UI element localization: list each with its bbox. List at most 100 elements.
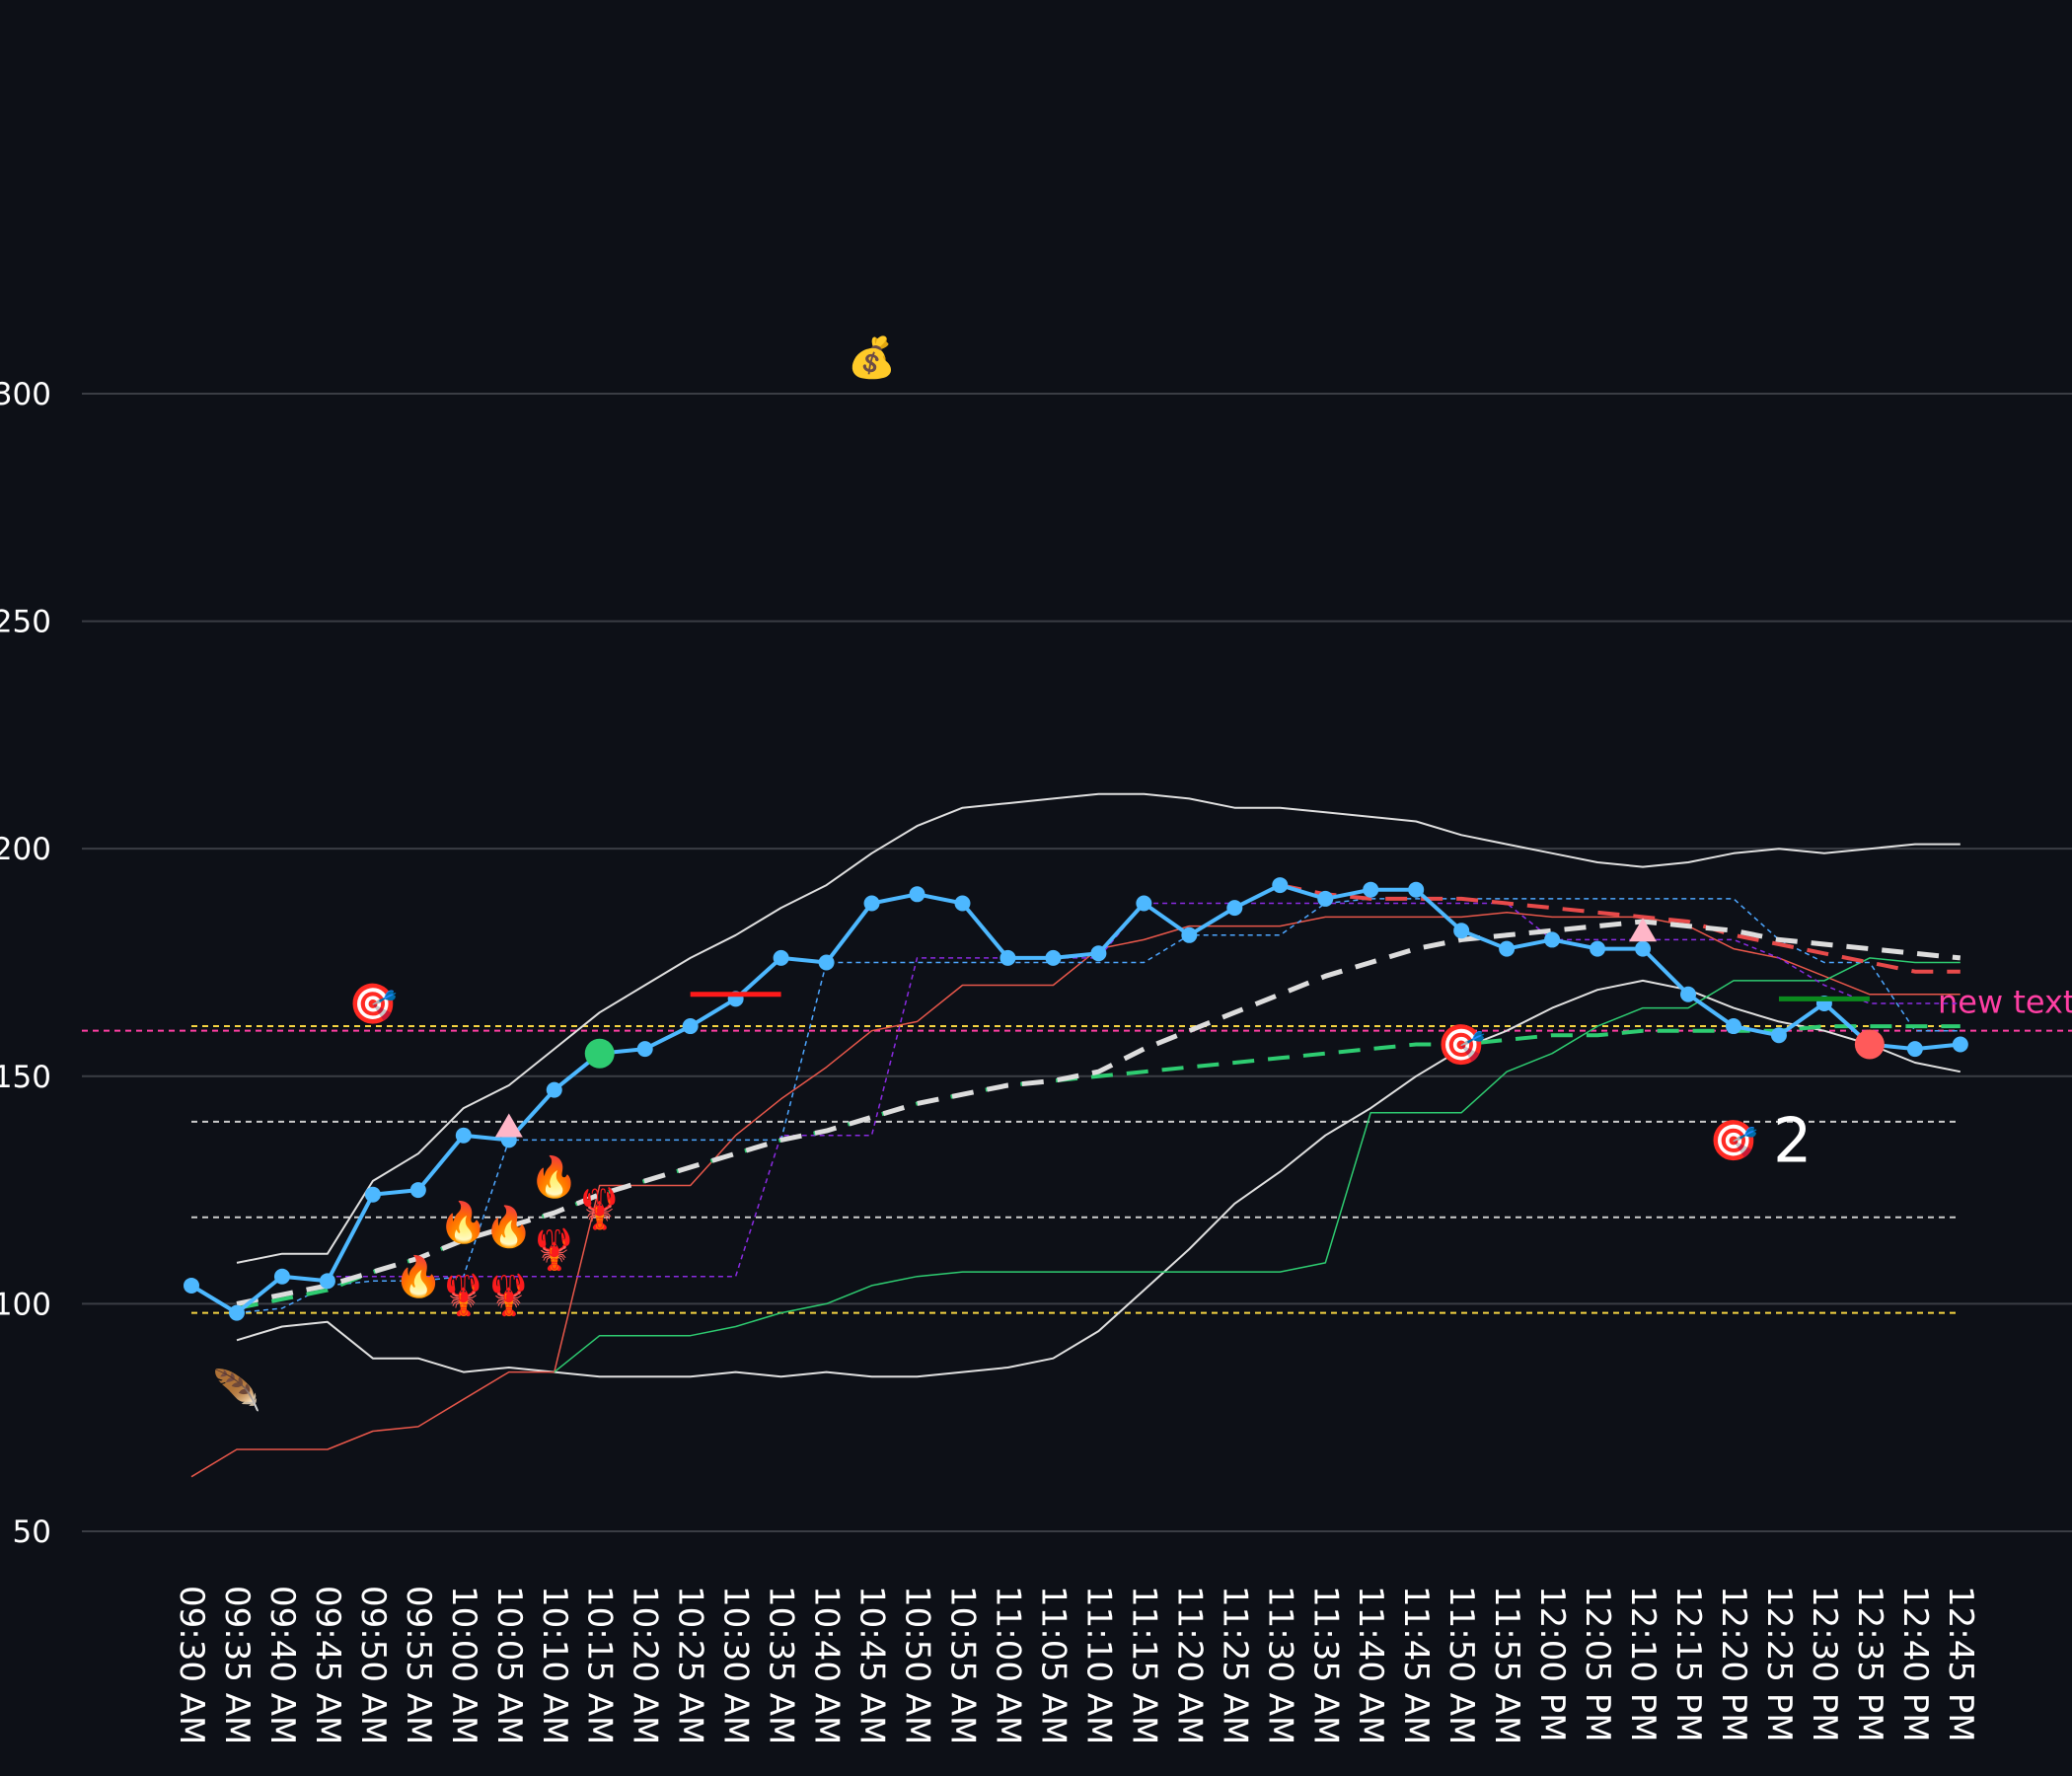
signal-triangle <box>494 1113 523 1138</box>
x-tick-label: 12:20 PM <box>1714 1586 1753 1742</box>
series-point <box>1181 926 1198 943</box>
series-line <box>1279 883 1961 974</box>
series-point <box>909 886 925 903</box>
x-tick-label: 11:45 AM <box>1396 1586 1436 1744</box>
y-tick-label: 150 <box>0 1060 51 1095</box>
chart-icon: 🎯 <box>1709 1118 1758 1163</box>
series-point <box>1408 881 1425 898</box>
series-point <box>1272 877 1289 894</box>
x-tick-label: 11:20 AM <box>1169 1586 1209 1744</box>
series-point <box>773 949 789 966</box>
series-point <box>954 895 971 912</box>
x-tick-label: 09:40 AM <box>262 1586 302 1744</box>
x-tick-label: 11:50 AM <box>1442 1586 1481 1744</box>
x-tick-label: 11:35 AM <box>1305 1586 1345 1744</box>
x-tick-label: 12:10 PM <box>1623 1586 1663 1742</box>
x-tick-label: 11:15 AM <box>1124 1586 1163 1744</box>
series-point <box>1590 940 1606 957</box>
series-point <box>1680 986 1697 1002</box>
y-tick-label: 250 <box>0 605 51 640</box>
y-tick-label: 200 <box>0 832 51 867</box>
chart-icon: 🔥 <box>530 1153 579 1200</box>
x-tick-label: 12:00 PM <box>1532 1586 1572 1742</box>
series-line <box>190 912 1961 1478</box>
x-tick-label: 10:00 AM <box>444 1586 483 1744</box>
series-point <box>1544 931 1561 948</box>
series-point <box>273 1268 290 1285</box>
x-tick-label: 09:55 AM <box>399 1586 438 1744</box>
chart-icon: 🦞 <box>484 1272 534 1318</box>
signal-dot <box>1854 1029 1885 1060</box>
x-tick-label: 10:10 AM <box>535 1586 574 1744</box>
y-tick-label: 300 <box>0 377 51 412</box>
series-point <box>818 954 835 971</box>
series-point <box>409 1182 426 1199</box>
series-line <box>236 792 1961 1264</box>
chart-icon: 💰 <box>848 334 897 381</box>
x-tick-label: 12:05 PM <box>1578 1586 1617 1742</box>
signal-dot <box>584 1038 615 1069</box>
x-tick-label: 11:00 AM <box>988 1586 1027 1744</box>
series-point <box>1499 940 1516 957</box>
series-point <box>546 1081 562 1098</box>
icon-note: 2 <box>1773 1104 1812 1176</box>
series-line <box>236 898 1961 1314</box>
series-point <box>1952 1036 1968 1053</box>
chart-icon: 🔥 <box>484 1204 534 1250</box>
x-tick-label: 10:55 AM <box>942 1586 982 1744</box>
series-point <box>1906 1041 1923 1058</box>
series-point <box>364 1186 381 1203</box>
series-point <box>1090 945 1107 962</box>
series-point <box>1226 900 1243 917</box>
x-tick-label: 11:10 AM <box>1078 1586 1118 1744</box>
x-tick-label: 12:45 PM <box>1941 1586 1980 1742</box>
x-tick-label: 10:30 AM <box>716 1586 756 1744</box>
x-tick-label: 10:05 AM <box>489 1586 529 1744</box>
series-point <box>1136 895 1152 912</box>
x-tick-label: 10:40 AM <box>807 1586 847 1744</box>
chart-icon: 🎯 <box>1437 1023 1486 1069</box>
line-label: new text <box>1938 984 2072 1021</box>
x-tick-label: 10:35 AM <box>762 1586 801 1744</box>
x-tick-label: 10:45 AM <box>852 1586 892 1744</box>
chart-icon: 🔥 <box>394 1254 443 1300</box>
x-tick-label: 11:30 AM <box>1260 1586 1299 1744</box>
x-tick-label: 12:25 PM <box>1759 1586 1799 1742</box>
chart-icon: 🦞 <box>439 1272 488 1318</box>
x-tick-label: 10:20 AM <box>626 1586 665 1744</box>
chart-icon: 🎯 <box>348 982 398 1027</box>
series-point <box>455 1127 472 1144</box>
series-point <box>1045 949 1062 966</box>
x-tick-label: 10:50 AM <box>898 1586 937 1744</box>
x-tick-label: 09:35 AM <box>217 1586 257 1744</box>
x-tick-label: 12:35 PM <box>1850 1586 1889 1742</box>
series-point <box>863 895 880 912</box>
series-line <box>189 883 1961 1315</box>
series-point <box>1635 940 1652 957</box>
series-point <box>682 1018 699 1035</box>
chart-icon: 🦞 <box>575 1186 625 1232</box>
chart-icon: 🦞 <box>530 1226 579 1273</box>
x-tick-label: 11:55 AM <box>1487 1586 1526 1744</box>
series-point <box>1453 923 1470 939</box>
y-tick-label: 50 <box>13 1515 51 1550</box>
chart-icon: 🪶 <box>212 1367 261 1414</box>
signal-triangle <box>1629 918 1658 942</box>
series-point <box>1363 881 1379 898</box>
series-point <box>636 1041 653 1058</box>
x-tick-label: 11:05 AM <box>1033 1586 1073 1744</box>
y-tick-label: 100 <box>0 1287 51 1322</box>
series-line <box>236 979 1961 1378</box>
x-tick-label: 12:30 PM <box>1805 1586 1844 1742</box>
x-tick-label: 09:30 AM <box>172 1586 211 1744</box>
x-tick-label: 09:45 AM <box>308 1586 347 1744</box>
series-point <box>999 949 1016 966</box>
x-tick-label: 09:50 AM <box>353 1586 393 1744</box>
series-point <box>1770 1027 1787 1044</box>
series-point <box>1317 890 1334 907</box>
x-tick-label: 12:15 PM <box>1668 1586 1708 1742</box>
series-line <box>554 957 1961 1373</box>
series-point <box>184 1277 199 1294</box>
